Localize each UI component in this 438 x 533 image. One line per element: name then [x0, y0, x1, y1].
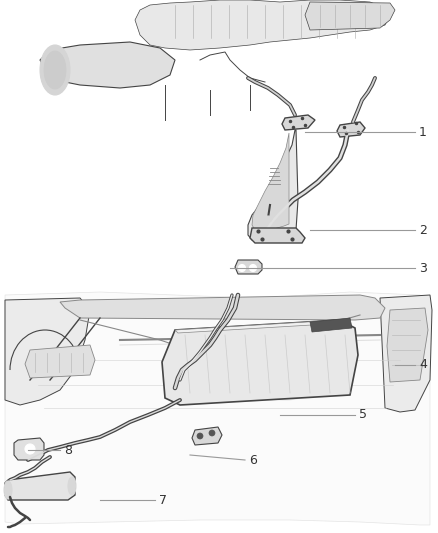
Polygon shape [235, 260, 262, 274]
Ellipse shape [243, 330, 328, 400]
Ellipse shape [68, 477, 76, 495]
Polygon shape [192, 427, 222, 445]
Polygon shape [380, 295, 432, 412]
Text: 6: 6 [249, 454, 257, 466]
Polygon shape [5, 472, 75, 500]
Polygon shape [305, 2, 395, 30]
Polygon shape [248, 130, 298, 242]
Polygon shape [387, 308, 428, 382]
Text: 1: 1 [419, 125, 427, 139]
Text: 3: 3 [419, 262, 427, 274]
Polygon shape [135, 0, 390, 50]
Ellipse shape [209, 430, 215, 436]
Polygon shape [282, 115, 315, 130]
Text: 8: 8 [64, 443, 72, 456]
Ellipse shape [197, 433, 203, 439]
Polygon shape [310, 318, 352, 332]
Polygon shape [25, 345, 95, 378]
Polygon shape [175, 320, 345, 333]
Ellipse shape [40, 45, 70, 95]
Text: 4: 4 [419, 359, 427, 372]
Ellipse shape [239, 264, 246, 271]
Ellipse shape [264, 216, 272, 222]
Polygon shape [250, 228, 305, 243]
Polygon shape [337, 122, 365, 137]
Ellipse shape [44, 51, 66, 89]
Ellipse shape [252, 339, 318, 391]
Text: 7: 7 [159, 494, 167, 506]
Ellipse shape [250, 264, 257, 271]
Polygon shape [252, 133, 289, 232]
Polygon shape [60, 295, 385, 320]
Ellipse shape [4, 481, 12, 499]
Polygon shape [14, 438, 44, 460]
Text: 2: 2 [419, 223, 427, 237]
Polygon shape [5, 298, 90, 405]
Polygon shape [162, 320, 358, 405]
Polygon shape [40, 42, 175, 88]
Polygon shape [5, 292, 430, 525]
Text: 5: 5 [359, 408, 367, 422]
Ellipse shape [25, 444, 35, 454]
